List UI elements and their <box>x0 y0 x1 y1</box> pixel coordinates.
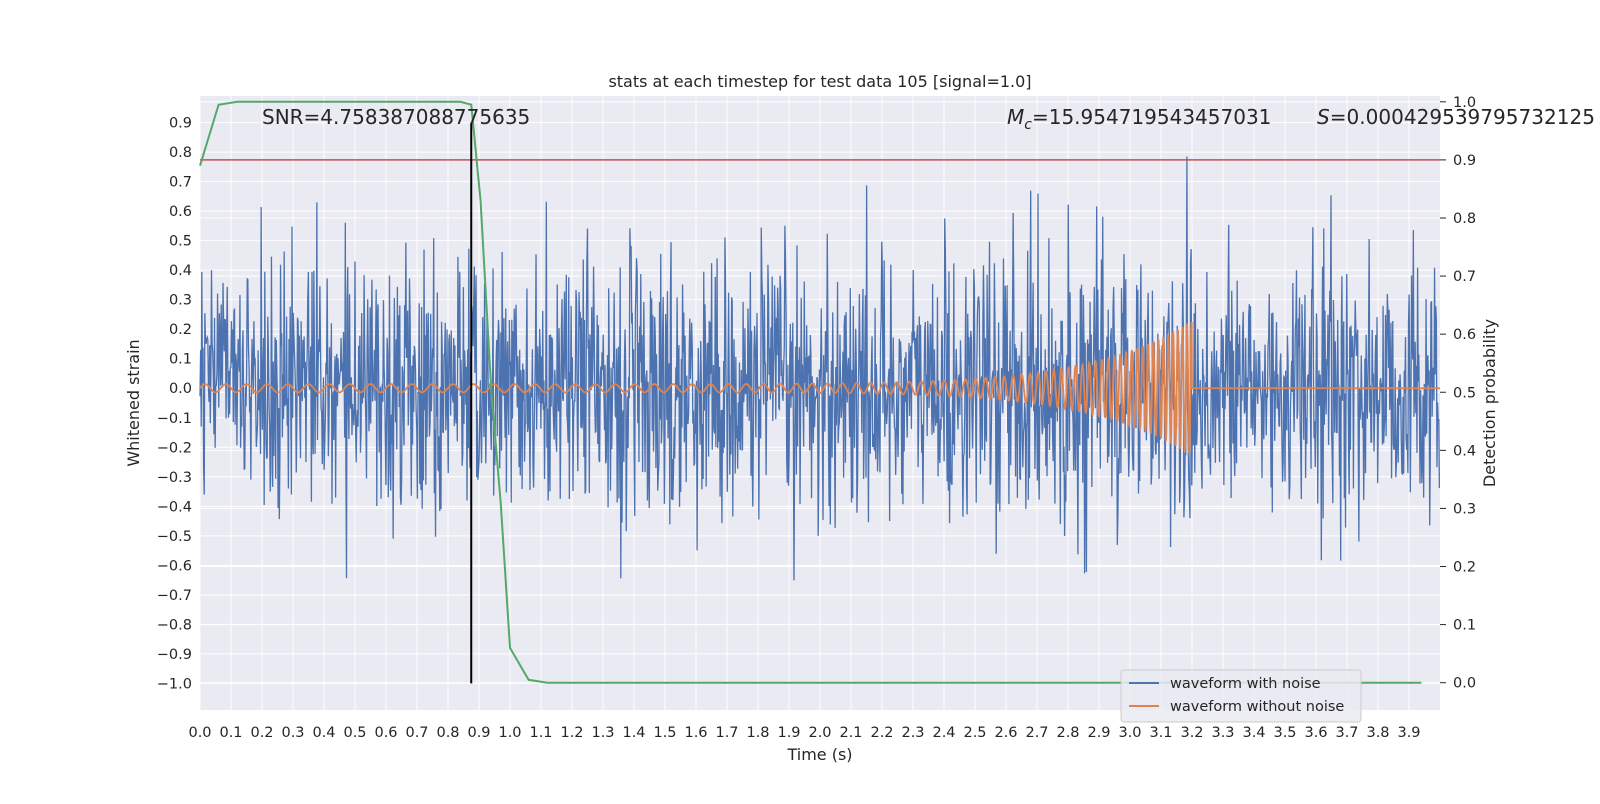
s-symbol: S <box>1317 105 1330 129</box>
chirp-mass-subscript: c <box>1024 117 1032 133</box>
x-tick-label: 1.5 <box>653 725 676 741</box>
legend-label-noisy: waveform with noise <box>1170 676 1321 692</box>
y2-tick-label: 0.5 <box>1453 385 1476 401</box>
x-tick-label: 2.0 <box>808 725 831 741</box>
x-tick-label: 1.8 <box>746 725 769 741</box>
x-tick-label: 0.4 <box>312 725 335 741</box>
x-tick-label: 0.9 <box>467 725 490 741</box>
x-tick-labels: 0.0 0.1 0.2 0.3 0.4 0.5 0.6 0.7 0.8 0.9 1.0 1.1 1.2 1… <box>188 725 1420 741</box>
x-tick-label: 3.6 <box>1304 725 1327 741</box>
x-tick-label: 1.0 <box>498 725 521 741</box>
y2-tick-label: 0.8 <box>1453 211 1476 227</box>
x-tick-label: 1.6 <box>684 725 707 741</box>
snr-annotation: SNR=4.758387088775635 <box>262 105 530 129</box>
legend: waveform with noise waveform without noi… <box>1120 669 1362 723</box>
legend-box <box>1120 669 1362 723</box>
noisy-waveform-layer <box>199 156 1441 581</box>
noisy-waveform-line <box>199 156 1441 581</box>
y2-tick-labels: 1.0 0.9 0.8 0.7 0.6 0.5 0.4 0.3 0.2 0.1 0.0 <box>1440 95 1476 692</box>
x-axis-label: Time (s) <box>786 745 852 764</box>
x-tick-label: 2.3 <box>901 725 924 741</box>
x-tick-label: 3.5 <box>1273 725 1296 741</box>
clean-waveform-layer <box>199 321 1440 455</box>
y-tick-label: 0.3 <box>169 293 192 309</box>
y-tick-label: 0.4 <box>169 263 192 279</box>
x-tick-label: 3.0 <box>1118 725 1141 741</box>
x-tick-label: 1.4 <box>622 725 645 741</box>
x-tick-label: 2.4 <box>932 725 955 741</box>
x-tick-label: 1.7 <box>715 725 738 741</box>
y2-axis-label: Detection probability <box>1480 319 1499 487</box>
x-tick-label: 0.6 <box>374 725 397 741</box>
x-tick-label: 3.7 <box>1335 725 1358 741</box>
y-tick-label: −0.5 <box>157 529 192 545</box>
x-tick-label: 0.8 <box>436 725 459 741</box>
x-tick-label: 2.7 <box>1025 725 1048 741</box>
y-tick-label: 0.9 <box>169 116 192 132</box>
x-tick-label: 0.5 <box>343 725 366 741</box>
y-tick-label: −1.0 <box>157 676 192 692</box>
x-tick-label: 0.3 <box>281 725 304 741</box>
y2-tick-label: 0.4 <box>1453 443 1476 459</box>
y-tick-label: 0.1 <box>169 352 192 368</box>
y2-tick-label: 0.6 <box>1453 327 1476 343</box>
x-tick-label: 2.9 <box>1087 725 1110 741</box>
y-tick-label: 0.5 <box>169 234 192 250</box>
x-tick-label: 3.2 <box>1180 725 1203 741</box>
x-tick-label: 3.9 <box>1397 725 1420 741</box>
y-tick-label: −0.1 <box>157 411 192 427</box>
y2-tick-label: 0.0 <box>1453 676 1476 692</box>
grid-lines <box>199 96 1440 710</box>
y-tick-label: 0.0 <box>169 381 192 397</box>
y2-tick-label: 1.0 <box>1453 95 1476 111</box>
x-tick-label: 3.1 <box>1149 725 1172 741</box>
s-value: =0.00042953979573212​5 <box>1330 105 1595 129</box>
y2-tick-label: 0.2 <box>1453 560 1476 576</box>
x-tick-label: 3.3 <box>1211 725 1234 741</box>
y-tick-label: −0.2 <box>157 440 192 456</box>
y2-tick-label: 0.7 <box>1453 269 1476 285</box>
y2-tick-label: 0.1 <box>1453 618 1476 634</box>
chart-title: stats at each timestep for test data 105… <box>608 72 1031 91</box>
x-tick-label: 2.5 <box>963 725 986 741</box>
x-tick-label: 2.6 <box>994 725 1017 741</box>
x-tick-label: 2.8 <box>1056 725 1079 741</box>
s-annotation: S=0.00042953979573212​5 <box>1317 105 1595 129</box>
x-tick-label: 1.2 <box>560 725 583 741</box>
y-axis-label: Whitened strain <box>124 339 143 466</box>
y-tick-label: −0.8 <box>157 617 192 633</box>
x-tick-label: 0.1 <box>219 725 242 741</box>
x-tick-label: 2.2 <box>870 725 893 741</box>
y-tick-label: −0.9 <box>157 647 192 663</box>
clean-waveform-line <box>199 321 1440 455</box>
x-tick-label: 0.7 <box>405 725 428 741</box>
y-tick-label: −0.7 <box>157 588 192 604</box>
x-tick-label: 2.1 <box>839 725 862 741</box>
x-tick-label: 0.0 <box>188 725 211 741</box>
x-tick-label: 1.1 <box>529 725 552 741</box>
x-tick-label: 0.2 <box>250 725 273 741</box>
y-tick-label: 0.8 <box>169 145 192 161</box>
y-tick-label: 0.6 <box>169 204 192 220</box>
y-tick-label: 0.7 <box>169 175 192 191</box>
y2-tick-label: 0.9 <box>1453 153 1476 169</box>
y-tick-labels: 0.9 0.8 0.7 0.6 0.5 0.4 0.3 0.2 0.1 0.0 −0.1 −0.2 −0… <box>157 116 192 693</box>
probability-layer <box>199 100 1422 684</box>
detection-probability-line <box>199 100 1422 684</box>
y-tick-label: 0.2 <box>169 322 192 338</box>
y-tick-label: −0.3 <box>157 470 192 486</box>
x-tick-label: 1.3 <box>591 725 614 741</box>
chirp-mass-value: =15.954719543457031 <box>1032 105 1271 129</box>
legend-label-clean: waveform without noise <box>1170 699 1344 715</box>
x-tick-label: 1.9 <box>777 725 800 741</box>
x-tick-label: 3.8 <box>1366 725 1389 741</box>
chirp-mass-symbol: M <box>1007 105 1024 129</box>
y-tick-label: −0.4 <box>157 499 192 515</box>
chirp-mass-annotation: Mc=15.954719543457031 <box>1007 105 1271 133</box>
x-tick-label: 3.4 <box>1242 725 1265 741</box>
y-tick-label: −0.6 <box>157 558 192 574</box>
y2-tick-label: 0.3 <box>1453 501 1476 517</box>
